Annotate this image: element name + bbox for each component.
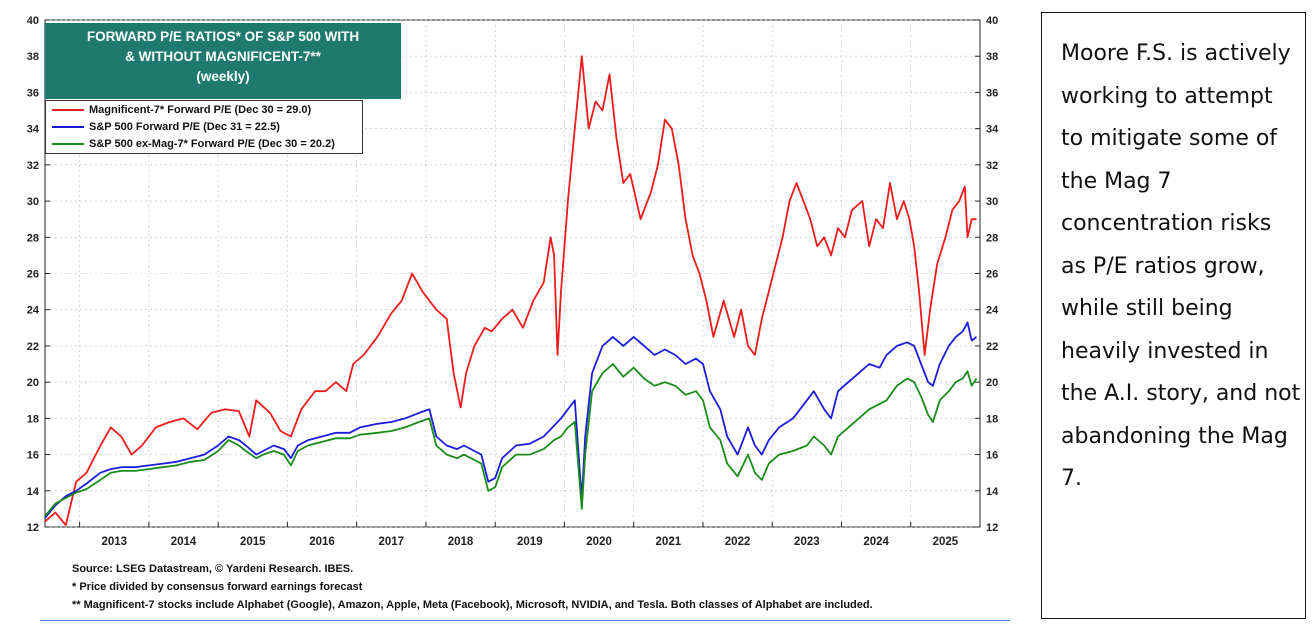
y-tick-label: 26 xyxy=(986,269,998,281)
legend-swatch-green xyxy=(52,142,84,145)
series-line-1 xyxy=(44,321,978,519)
series-layer xyxy=(44,55,978,527)
y-tick-label: 36 xyxy=(986,87,998,99)
y-tick-label: 32 xyxy=(27,160,39,172)
source-note: Source: LSEG Datastream, © Yardeni Resea… xyxy=(72,563,354,575)
y-tick-label: 34 xyxy=(986,124,999,136)
x-tick-label: 2025 xyxy=(933,536,959,548)
x-tick-label: 2014 xyxy=(171,536,197,548)
legend-label: S&P 500 Forward P/E (Dec 31 = 22.5) xyxy=(89,120,280,133)
legend-item: S&P 500 Forward P/E (Dec 31 = 22.5) xyxy=(46,118,362,135)
y-tick-label: 34 xyxy=(27,124,40,136)
y-tick-label: 14 xyxy=(27,486,40,498)
y-tick-label: 32 xyxy=(986,160,998,172)
y-tick-label: 40 xyxy=(27,15,39,27)
legend-label: S&P 500 ex-Mag-7* Forward P/E (Dec 30 = … xyxy=(89,137,335,150)
y-tick-label: 28 xyxy=(986,232,998,244)
y-axis-left: 12 14 16 18 20 22 24 26 28 30 32 34 36 38 40 xyxy=(27,15,40,534)
commentary-box: Moore F.S. is actively working to attemp… xyxy=(1041,12,1306,619)
x-tick-label: 2022 xyxy=(725,536,751,548)
y-tick-label: 38 xyxy=(986,51,998,63)
x-tick-label: 2018 xyxy=(448,536,474,548)
chart-title-box: FORWARD P/E RATIOS* OF S&P 500 WITH & WI… xyxy=(45,23,401,99)
y-tick-label: 22 xyxy=(27,341,39,353)
divider-line xyxy=(40,620,1010,621)
y-tick-label: 28 xyxy=(27,232,39,244)
x-tick-label: 2016 xyxy=(309,536,335,548)
y-tick-label: 14 xyxy=(986,486,999,498)
footnote-1: * Price divided by consensus forward ear… xyxy=(72,581,363,593)
chart-notes: Source: LSEG Datastream, © Yardeni Resea… xyxy=(72,560,873,614)
legend-item: S&P 500 ex-Mag-7* Forward P/E (Dec 30 = … xyxy=(46,135,362,152)
legend: Magnificent-7* Forward P/E (Dec 30 = 29.… xyxy=(45,100,363,154)
series-line-2 xyxy=(44,363,978,517)
y-tick-label: 20 xyxy=(986,377,998,389)
x-tick-label: 2017 xyxy=(378,536,404,548)
y-tick-label: 36 xyxy=(27,87,39,99)
x-tick-label: 2024 xyxy=(863,536,889,548)
x-tick-label: 2015 xyxy=(240,536,266,548)
y-tick-label: 24 xyxy=(27,305,40,317)
legend-label: Magnificent-7* Forward P/E (Dec 30 = 29.… xyxy=(89,103,312,116)
footnote-2: ** Magnificent-7 stocks include Alphabet… xyxy=(72,599,873,611)
x-tick-label: 2013 xyxy=(101,536,127,548)
x-tick-label: 2021 xyxy=(656,536,682,548)
y-tick-label: 12 xyxy=(27,522,39,534)
y-tick-label: 38 xyxy=(27,51,39,63)
chart-title-line2: & WITHOUT MAGNIFICENT-7** xyxy=(125,49,321,64)
y-tick-label: 16 xyxy=(986,450,998,462)
y-tick-label: 40 xyxy=(986,15,998,27)
y-tick-label: 26 xyxy=(27,269,39,281)
x-axis: 2013 2014 2015 2016 2017 2018 2019 2020 2021 2022… xyxy=(101,536,958,548)
chart-title: FORWARD P/E RATIOS* OF S&P 500 WITH xyxy=(86,29,360,44)
y-tick-label: 16 xyxy=(27,450,39,462)
x-tick-label: 2023 xyxy=(794,536,820,548)
y-tick-label: 18 xyxy=(986,413,998,425)
y-tick-label: 18 xyxy=(27,413,39,425)
legend-swatch-red xyxy=(52,108,84,111)
legend-item: Magnificent-7* Forward P/E (Dec 30 = 29.… xyxy=(46,101,362,118)
y-tick-label: 30 xyxy=(27,196,39,208)
x-tick-label: 2020 xyxy=(586,536,612,548)
y-tick-label: 30 xyxy=(986,196,998,208)
y-axis-right: 12 14 16 18 20 22 24 26 28 30 32 34 36 38 40 xyxy=(986,15,999,534)
legend-swatch-blue xyxy=(52,125,84,128)
y-tick-label: 22 xyxy=(986,341,998,353)
chart-subtitle: (weekly) xyxy=(196,69,250,84)
y-tick-label: 20 xyxy=(27,377,39,389)
commentary-text: Moore F.S. is actively working to attemp… xyxy=(1061,41,1301,491)
y-tick-label: 24 xyxy=(986,305,999,317)
x-tick-label: 2019 xyxy=(517,536,543,548)
y-tick-label: 12 xyxy=(986,522,998,534)
series-line-0 xyxy=(44,55,977,527)
